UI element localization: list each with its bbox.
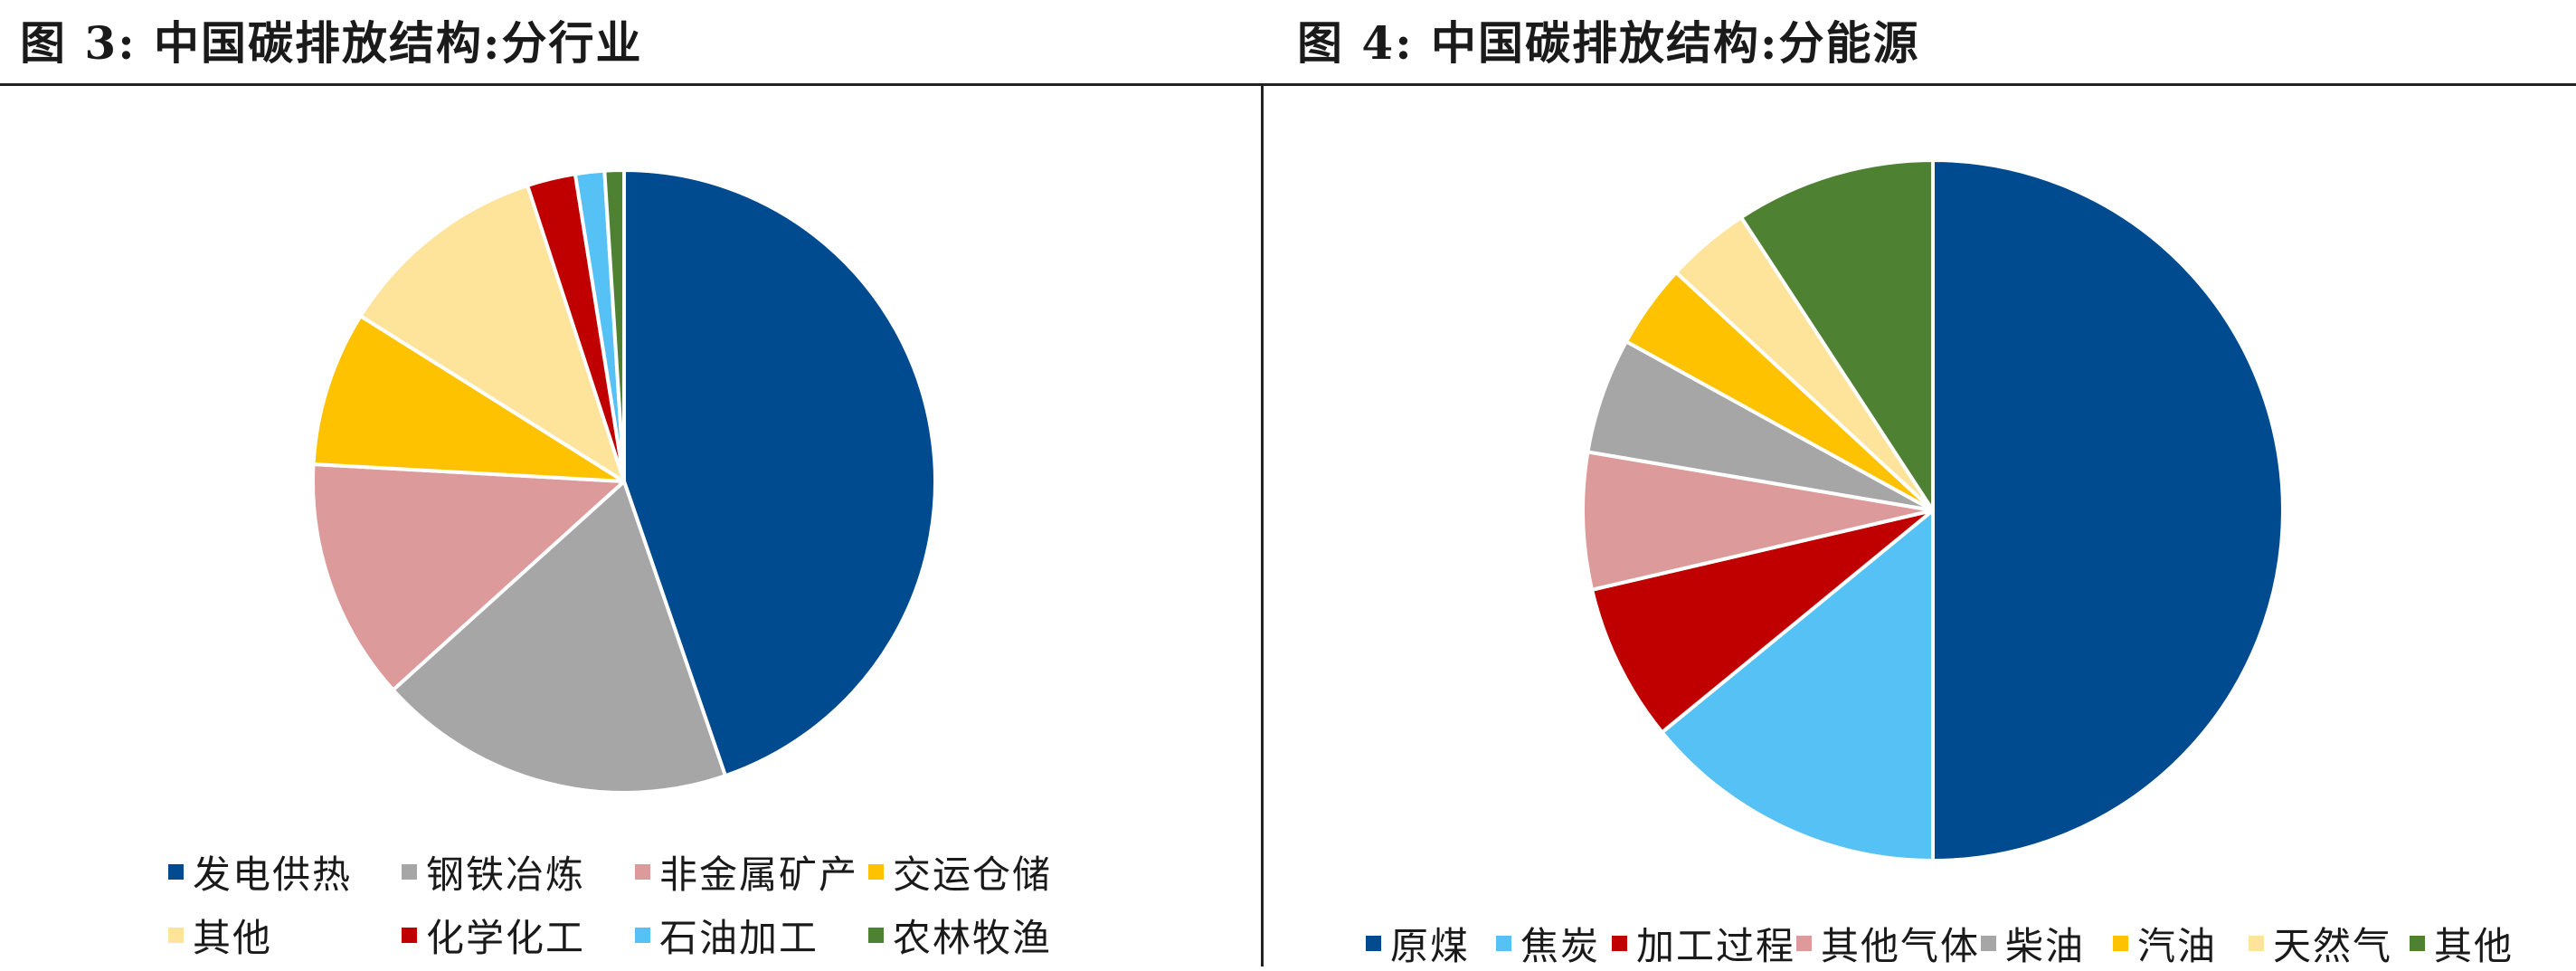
chart-panel-industry: 图 3: 中国碳排放结构:分行业 发电供热 钢铁冶炼 非金属矿产 交运仓储其他 化学化工… <box>0 0 1261 966</box>
legend-item: 柴油 <box>1981 920 2085 968</box>
chart-title: 图 4: 中国碳排放结构:分能源 <box>1297 16 1920 70</box>
legend-item: 焦炭 <box>1496 920 1600 968</box>
legend-item: 其他 <box>168 912 272 960</box>
pie-slice-1 <box>1931 158 2285 862</box>
legend-label: 钢铁冶炼 <box>426 852 586 897</box>
pie-slice-2 <box>391 480 727 795</box>
legend-item: 非金属矿产 <box>635 849 858 897</box>
legend-swatch <box>1981 935 1996 951</box>
legend-item: 石油加工 <box>635 912 819 960</box>
pie-chart-industry <box>311 168 937 795</box>
legend-label: 焦炭 <box>1520 923 1601 968</box>
legend-label: 加工过程 <box>1636 923 1796 968</box>
legend-swatch <box>2113 935 2128 951</box>
pie-slice-8 <box>1739 158 1935 512</box>
legend-label: 柴油 <box>2005 923 2086 968</box>
chart-title: 图 3: 中国碳排放结构:分行业 <box>20 16 643 70</box>
legend-label: 农林牧渔 <box>893 915 1053 960</box>
legend-label: 非金属矿产 <box>659 852 859 897</box>
legend-label: 汽油 <box>2137 923 2218 968</box>
legend-item: 其他 <box>2410 920 2514 968</box>
legend-label: 其他 <box>2434 923 2514 968</box>
legend-label: 交运仓储 <box>893 852 1053 897</box>
legend-swatch <box>2410 935 2425 951</box>
legend-swatch <box>1496 935 1511 951</box>
panel-divider <box>1261 83 1264 966</box>
legend-swatch <box>402 927 417 943</box>
legend-item: 原煤 <box>1366 920 1470 968</box>
legend-label: 原煤 <box>1390 923 1471 968</box>
pie-slice-1 <box>622 168 937 778</box>
legend-label: 其他 <box>193 915 273 960</box>
legend-swatch <box>1612 935 1627 951</box>
pie-slice-4 <box>1581 450 1935 592</box>
legend-swatch <box>402 863 417 880</box>
legend-item: 交运仓储 <box>868 849 1052 897</box>
legend-swatch <box>868 927 884 943</box>
legend-swatch <box>635 927 650 943</box>
pie-chart-energy <box>1581 158 2285 862</box>
pie-slice-5 <box>358 184 626 483</box>
legend-item: 钢铁冶炼 <box>402 849 585 897</box>
legend-item: 化学化工 <box>402 912 585 960</box>
legend-label: 其他气体 <box>1821 923 1981 968</box>
legend-item: 汽油 <box>2113 920 2217 968</box>
legend-item: 加工过程 <box>1612 920 1795 968</box>
pie-slice-3 <box>1590 509 1935 735</box>
legend-swatch <box>1796 935 1812 951</box>
legend-swatch <box>168 927 184 943</box>
legend-swatch <box>168 863 184 880</box>
pie-slice-3 <box>311 462 626 692</box>
legend-swatch <box>868 863 884 880</box>
legend-item: 其他气体 <box>1796 920 1980 968</box>
legend-item: 天然气 <box>2249 920 2392 968</box>
legend-label: 化学化工 <box>426 915 586 960</box>
legend-label: 石油加工 <box>659 915 819 960</box>
legend-swatch <box>1366 935 1381 951</box>
legend-swatch <box>635 863 650 880</box>
chart-panel-energy: 图 4: 中国碳排放结构:分能源 原煤 焦炭 加工过程 其他气体 柴油 汽油 天然气 其他 <box>1263 0 2576 968</box>
pie-slice-2 <box>1660 509 1935 862</box>
top-rule <box>0 83 2576 86</box>
legend-item: 农林牧渔 <box>868 912 1052 960</box>
pie-slice-8 <box>602 168 626 483</box>
legend-item: 发电供热 <box>168 849 352 897</box>
pie-slice-4 <box>311 314 626 483</box>
legend-swatch <box>2249 935 2264 951</box>
legend-label: 天然气 <box>2273 923 2393 968</box>
legend-label: 发电供热 <box>193 852 353 897</box>
